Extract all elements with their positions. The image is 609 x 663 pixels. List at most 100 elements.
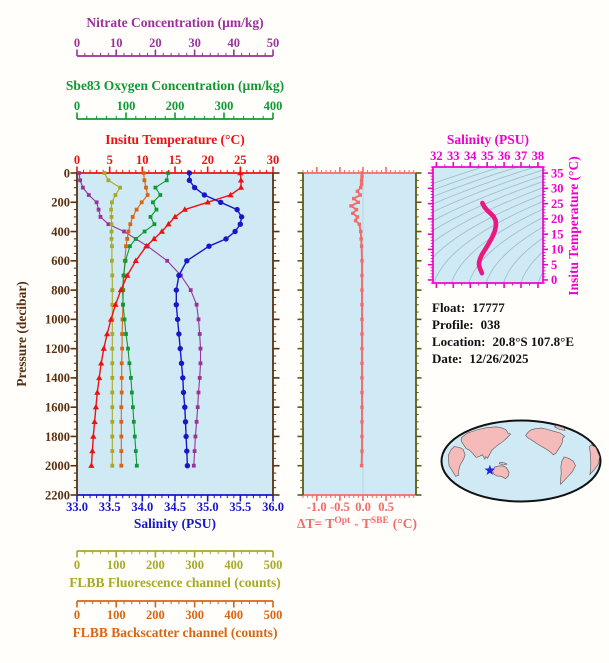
tick-label: 300 xyxy=(185,608,204,622)
tick-label: 10 xyxy=(551,243,564,257)
tick-label: -1.0 xyxy=(307,500,327,514)
map-landmass xyxy=(553,425,566,431)
isopycnal-line xyxy=(485,226,543,283)
profile-number-line: Profile: 038 xyxy=(432,317,501,332)
isopycnal-line xyxy=(433,169,543,213)
depth-profiles xyxy=(77,169,245,469)
tick-label: 400 xyxy=(224,558,243,572)
tick-label: 5 xyxy=(107,153,113,167)
tick-label: 10 xyxy=(110,36,123,50)
world-map xyxy=(440,419,602,503)
tick-label: 50 xyxy=(267,36,280,50)
backscatter-axis: 0 100 200 300 400 500 xyxy=(74,600,283,622)
pressure-tick-label: 200 xyxy=(51,196,70,210)
pressure-tick-label: 2200 xyxy=(45,488,70,502)
tick-label: 0 xyxy=(74,608,80,622)
delta-t-profile xyxy=(349,171,364,468)
tick-label: 25 xyxy=(551,197,564,211)
tick-label: 0 xyxy=(74,153,80,167)
tick-label: 40 xyxy=(228,36,241,50)
map-landmass xyxy=(589,444,600,476)
ts-curve-core xyxy=(478,202,497,274)
main-plot-frame: 0 5 10 15 20 25 30 33.0 33.5 34.0 34.5 35.0 35.5 36.0… xyxy=(45,153,284,514)
pressure-tick-label: 1600 xyxy=(45,401,70,415)
tick-label: 200 xyxy=(146,608,165,622)
tick-label: 20 xyxy=(551,212,564,226)
tick-label: 10 xyxy=(136,153,149,167)
isopycnal-line xyxy=(433,175,543,222)
tick-label: 35.5 xyxy=(229,500,251,514)
isopycnal-line xyxy=(433,193,543,258)
float-id-line: Float: 17777 xyxy=(432,300,505,315)
tick-label: 34.5 xyxy=(164,500,186,514)
tick-label: 30 xyxy=(188,36,201,50)
delta-t-frame: -1.0 -0.5 0.0 0.5 xyxy=(297,167,422,514)
map-outline xyxy=(440,419,602,503)
pressure-tick-label: 600 xyxy=(51,254,70,268)
tick-label: 33.0 xyxy=(66,500,88,514)
nitrate-axis: 0 10 20 30 40 50 xyxy=(74,36,280,57)
tick-label: 20 xyxy=(149,36,162,50)
delta-t-axis-title: ΔT= TOpt - TSBE (°C) xyxy=(297,516,417,531)
fluorescence-axis: 0 100 200 300 400 500 xyxy=(74,550,283,572)
float-location-star xyxy=(484,464,496,475)
tick-label: 34.0 xyxy=(131,500,153,514)
tick-label: 100 xyxy=(117,99,136,113)
oxygen-axis: 0 100 200 300 400 xyxy=(74,99,283,120)
temperature-profile xyxy=(88,169,245,468)
tick-label: 36.0 xyxy=(262,500,284,514)
tick-label: 32 xyxy=(430,149,443,163)
isopycnal-line xyxy=(433,181,543,231)
tick-label: 400 xyxy=(224,608,243,622)
tick-label: 0 xyxy=(551,273,557,287)
tick-label: 300 xyxy=(185,558,204,572)
nitrate-axis-title: Nitrate Concentration (µm/kg) xyxy=(86,15,263,30)
tick-label: 20 xyxy=(201,153,214,167)
tick-label: 34 xyxy=(464,149,477,163)
tick-label: 25 xyxy=(234,153,247,167)
tick-label: 0.0 xyxy=(355,500,371,514)
isopycnal-line xyxy=(502,237,543,283)
tick-label: 33.5 xyxy=(99,500,121,514)
tick-label: 33 xyxy=(447,149,460,163)
fluorescence-axis-title: FLBB Fluorescence channel (counts) xyxy=(69,575,281,590)
tick-label: 500 xyxy=(264,608,283,622)
pressure-tick-label: 1400 xyxy=(45,371,70,385)
tick-label: 0 xyxy=(74,558,80,572)
map-landmass xyxy=(460,426,512,460)
tick-label: 200 xyxy=(166,99,185,113)
date-line: Date: 12/26/2025 xyxy=(432,351,529,366)
ts-plot-area xyxy=(433,167,543,283)
tick-label: 37 xyxy=(515,149,528,163)
tick-label: 35.0 xyxy=(197,500,219,514)
ts-temperature-axis-title: Insitu Temperature (°C) xyxy=(566,156,581,295)
tick-label: 35 xyxy=(481,149,494,163)
tick-label: 400 xyxy=(264,99,283,113)
isopycnal-line xyxy=(450,208,543,283)
isopycnal-line xyxy=(433,167,519,198)
pressure-tick-label: 2000 xyxy=(45,459,70,473)
tick-label: -0.5 xyxy=(330,500,350,514)
pressure-tick-label: 1800 xyxy=(45,430,70,444)
tick-label: 200 xyxy=(146,558,165,572)
tick-label: 300 xyxy=(215,99,234,113)
map-landmass xyxy=(447,446,466,477)
map-landmass xyxy=(525,427,566,456)
tick-label: 0 xyxy=(74,36,80,50)
tick-label: 5 xyxy=(551,258,557,272)
ts-salinity-axis-title: Salinity (PSU) xyxy=(447,132,529,147)
pressure-tick-label: 400 xyxy=(51,225,70,239)
tick-label: 500 xyxy=(264,558,283,572)
oxygen-profile xyxy=(120,171,170,468)
map-landmass xyxy=(492,465,510,479)
tick-label: 100 xyxy=(107,558,126,572)
backscatter-axis-title: FLBB Backscatter channel (counts) xyxy=(73,625,278,640)
pressure-tick-label: 1200 xyxy=(45,342,70,356)
pressure-tick-label: 1000 xyxy=(45,313,70,327)
tick-label: 100 xyxy=(107,608,126,622)
tick-label: 0.5 xyxy=(378,500,394,514)
